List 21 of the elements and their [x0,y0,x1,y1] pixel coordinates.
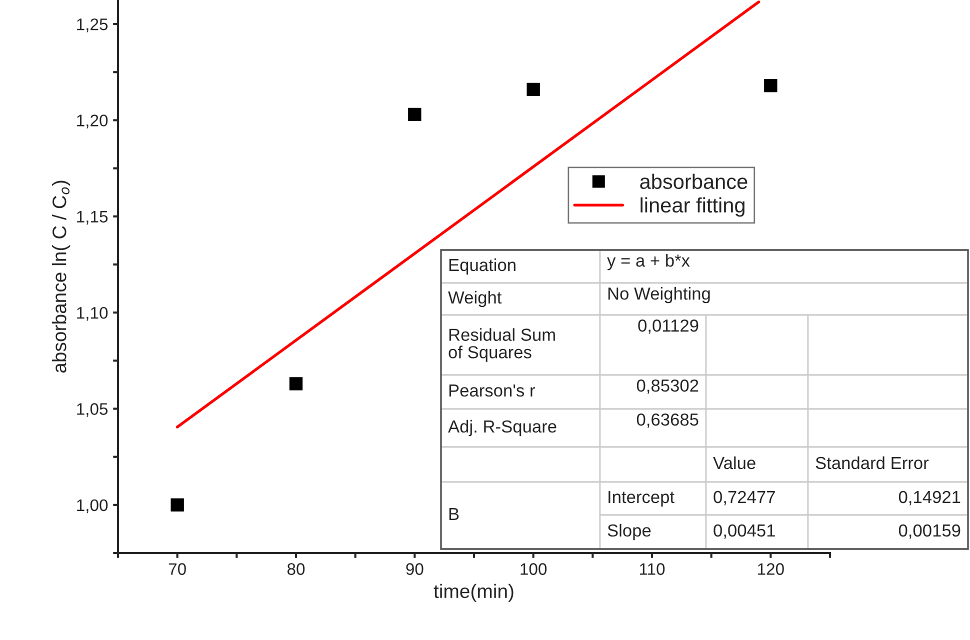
y-tick-label: 1,05 [77,403,108,417]
y-tick-label: 1,10 [77,306,108,321]
y-tick-label: 1,20 [77,114,108,128]
point [170,498,184,512]
x-axis-title: time(min) [434,584,514,602]
point [764,79,778,92]
x-tick-label: 80 [287,563,305,575]
x-tick-label: 100 [520,563,547,575]
x-tick-label: 90 [406,563,424,575]
x-tick-label: 120 [758,563,784,575]
x-tick-label: 70 [168,563,186,575]
y-tick-label: 1,25 [77,18,108,32]
y-tick-label: 1,00 [77,499,108,514]
x-tick-label: 110 [640,563,665,575]
y-tick-label: 1,15 [77,210,108,225]
point [289,377,303,390]
legend-label: linear fitting [640,197,744,217]
point [408,108,422,122]
legend-label: absorbance [640,174,748,190]
point [526,82,540,96]
y-axis-title: absorbance ln( C / C$_{o}$) [52,180,70,373]
